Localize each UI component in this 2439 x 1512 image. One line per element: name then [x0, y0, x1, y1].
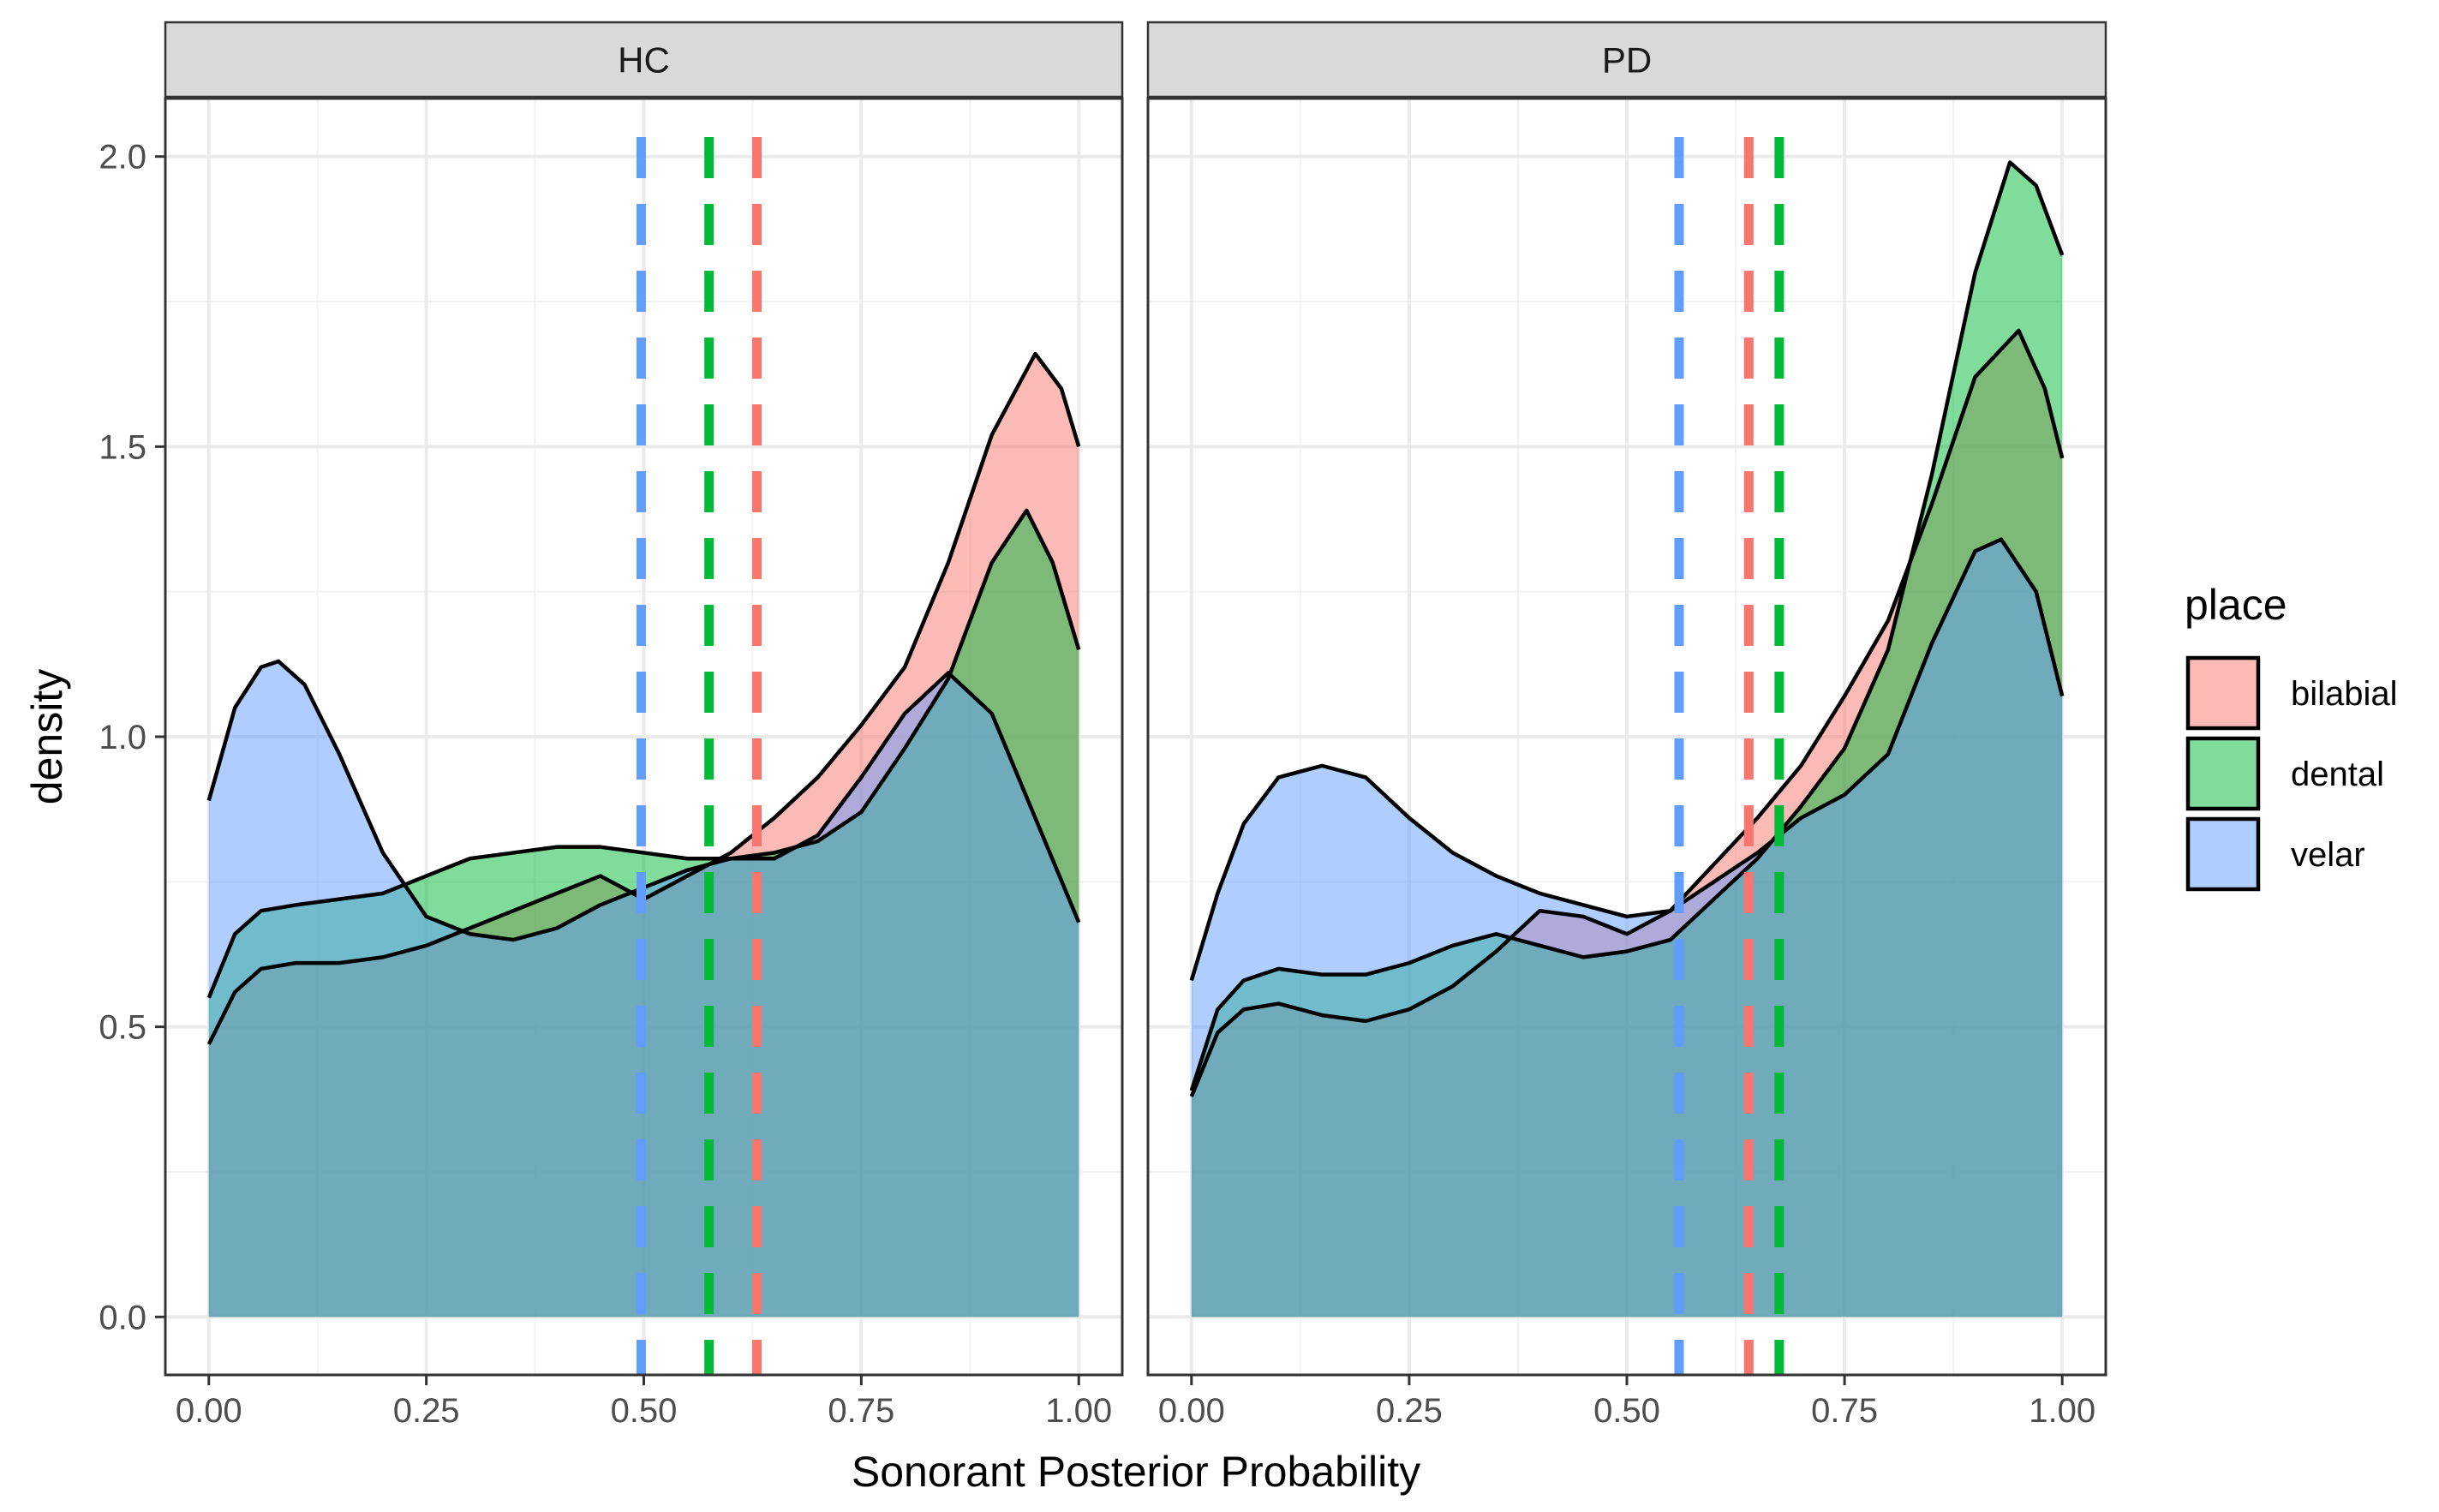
legend-item-velar: velar [2185, 816, 2365, 892]
y-tick-label: 0.0 [99, 1299, 146, 1336]
x-tick-label: 0.25 [1376, 1392, 1443, 1430]
panel-hc: HC 0.00 0.25 0.50 0.75 1.00 0.0 0.5 1.0 1.5 2.0 [99, 21, 1124, 1430]
legend-key-velar [2185, 816, 2261, 892]
strip-background [1146, 21, 2107, 99]
x-tick-label: 0.50 [1593, 1392, 1660, 1430]
density-area-velar [1191, 539, 2063, 1318]
strip-label-pd: PD [1602, 40, 1652, 81]
density-line-velar [1189, 537, 2065, 982]
density-line-velar [206, 659, 1081, 942]
x-tick-label: 0.00 [176, 1392, 242, 1430]
legend-key-bilabial [2185, 655, 2261, 731]
x-tick-label: 0.25 [393, 1392, 460, 1430]
legend: place bilabial dental velar [2185, 581, 2398, 892]
y-tick-label: 0.5 [99, 1009, 146, 1047]
legend-key-dental [2185, 736, 2261, 811]
y-tick-label: 1.5 [99, 428, 146, 466]
legend-title: place [2185, 581, 2287, 629]
y-tick-label: 1.0 [99, 719, 146, 756]
x-tick-label: 0.50 [611, 1392, 678, 1430]
strip-background [164, 21, 1124, 99]
strip-label-hc: HC [618, 40, 670, 81]
density-line-bilabial [1189, 328, 2065, 1097]
y-axis-title: density [23, 669, 71, 804]
panel-pd: PD 0.00 0.25 0.50 0.75 1.00 [1146, 21, 2107, 1430]
legend-item-dental: dental [2185, 736, 2384, 811]
density-area-velar [208, 660, 1079, 1318]
legend-label-dental: dental [2291, 756, 2384, 793]
x-tick-label: 0.75 [828, 1392, 894, 1430]
density-line-dental [206, 508, 1081, 999]
y-tick-label: 2.0 [99, 139, 146, 176]
x-tick-label: 0.00 [1158, 1392, 1225, 1430]
density-line-dental [1189, 160, 2065, 1091]
legend-label-bilabial: bilabial [2291, 675, 2398, 713]
x-tick-label: 1.00 [1045, 1392, 1112, 1430]
legend-label-velar: velar [2291, 836, 2365, 874]
x-axis-title: Sonorant Posterior Probability [852, 1448, 1420, 1496]
x-tick-label: 0.75 [1811, 1392, 1878, 1430]
legend-item-bilabial: bilabial [2185, 655, 2398, 731]
x-tick-label: 1.00 [2029, 1392, 2095, 1430]
